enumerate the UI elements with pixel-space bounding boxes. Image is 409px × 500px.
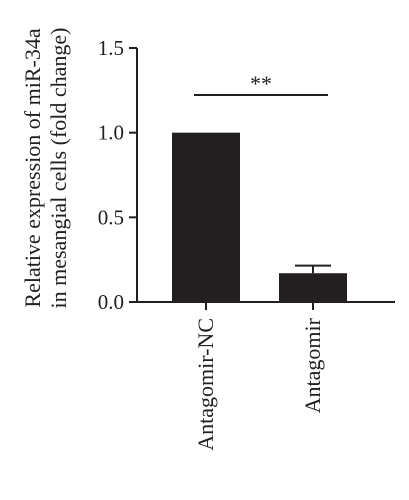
bars: [172, 132, 347, 302]
y-axis-label: Relative expression of miR-34a in mesang…: [20, 27, 71, 308]
y-tick-label: 0.0: [98, 290, 124, 314]
y-tick-label: 1.0: [98, 121, 124, 145]
x-tick-label: Antagomir-NC: [193, 318, 218, 451]
x-tick-label: Antagomir: [300, 317, 325, 413]
bar-1: [172, 132, 240, 302]
y-axis-label-line-1: Relative expression of miR-34a: [20, 28, 45, 307]
axes: 0.0 0.5 1.0 1.5 Antagomir-NC Antagomir: [98, 36, 395, 451]
significance-label: **: [250, 71, 272, 96]
significance-annotation: **: [194, 71, 328, 96]
y-tick-label: 1.5: [98, 36, 124, 60]
y-axis-label-line-2: in mesangial cells (fold change): [46, 27, 71, 308]
y-tick-label: 0.5: [98, 205, 124, 229]
bar-2: [279, 273, 347, 302]
